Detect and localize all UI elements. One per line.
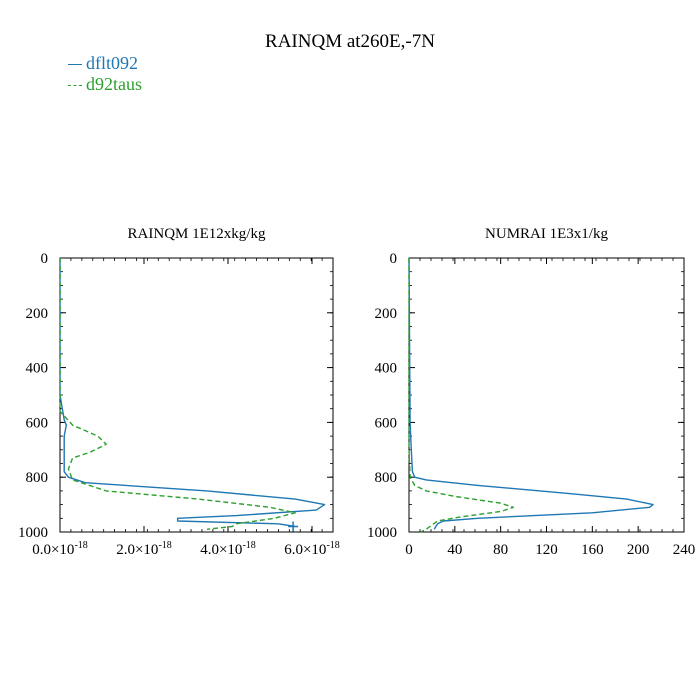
y-tick-label: 200 bbox=[26, 306, 49, 322]
series-line-dflt092 bbox=[408, 257, 654, 530]
series-line-d92taus bbox=[408, 258, 514, 533]
plot-frame bbox=[59, 257, 334, 533]
x-tick-label: 0 bbox=[405, 542, 413, 558]
legend: dflt092 d92taus bbox=[68, 53, 142, 95]
x-tick-label: 40 bbox=[447, 542, 462, 558]
x-tick-label: 200 bbox=[627, 542, 650, 558]
x-tick-label: 120 bbox=[535, 542, 558, 558]
panel-1: RAINQM 1E12xkg/kg 0 200 400 600 800 10000.0×10… bbox=[18, 226, 340, 558]
y-tick-label: 0 bbox=[390, 251, 398, 267]
y-tick-label: 1000 bbox=[18, 525, 48, 541]
legend-swatch-dashed-line bbox=[68, 85, 82, 87]
y-tick-label: 800 bbox=[26, 470, 49, 486]
y-tick-label: 400 bbox=[26, 361, 49, 377]
y-tick-label: 0 bbox=[41, 251, 49, 267]
y-tick-label: 600 bbox=[375, 415, 398, 431]
x-tick-label: 80 bbox=[493, 542, 508, 558]
y-tick-label: 800 bbox=[375, 470, 398, 486]
panel-2: NUMRAI 1E3x1/kg 0 200 400 600 800 1000 0 40 80 120… bbox=[367, 226, 695, 558]
x-tick-label: 4.0×10-18 bbox=[200, 540, 256, 558]
legend-label: dflt092 bbox=[86, 53, 138, 73]
x-tick-label: 160 bbox=[581, 542, 604, 558]
legend-item-d92taus: d92taus bbox=[68, 74, 142, 95]
panel-title: RAINQM 1E12xkg/kg bbox=[128, 226, 266, 242]
x-tick-label: 6.0×10-18 bbox=[284, 540, 340, 558]
x-tick-label: 240 bbox=[673, 542, 696, 558]
legend-item-dflt092: dflt092 bbox=[68, 53, 142, 74]
series-line-dflt092 bbox=[59, 258, 326, 528]
y-tick-label: 1000 bbox=[367, 525, 397, 541]
y-tick-label: 400 bbox=[375, 361, 398, 377]
x-tick-label: 2.0×10-18 bbox=[116, 540, 172, 558]
y-tick-label: 200 bbox=[375, 306, 398, 322]
panel-title: NUMRAI 1E3x1/kg bbox=[485, 226, 608, 242]
legend-swatch-solid-line bbox=[68, 64, 82, 66]
y-tick-label: 600 bbox=[26, 415, 49, 431]
x-tick-label: 0.0×10-18 bbox=[32, 540, 88, 558]
legend-label: d92taus bbox=[86, 74, 142, 94]
series-line-d92taus bbox=[59, 258, 296, 530]
figure-title: RAINQM at260E,-7N bbox=[265, 31, 435, 52]
